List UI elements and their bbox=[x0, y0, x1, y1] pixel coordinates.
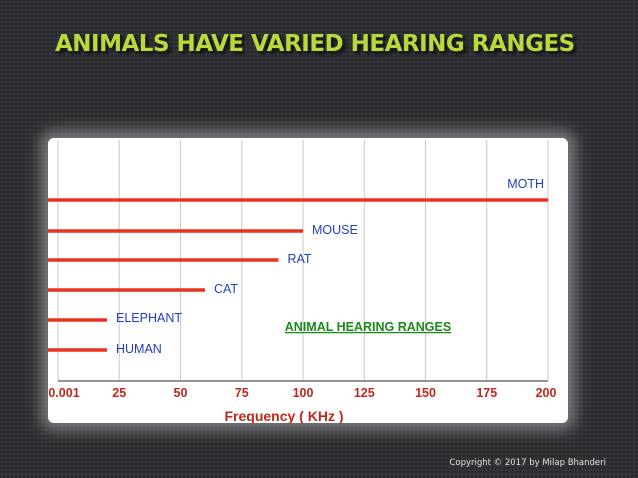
slide-title: ANIMALS HAVE VARIED HEARING RANGES bbox=[55, 31, 575, 57]
bar-label-elephant: ELEPHANT bbox=[116, 311, 182, 325]
x-tick-label: 75 bbox=[235, 386, 249, 400]
x-tick-label: 50 bbox=[174, 386, 188, 400]
x-tick-label: 175 bbox=[476, 386, 497, 400]
bar-label-moth: MOTH bbox=[507, 177, 544, 191]
chart-card: MOTH MOUSE RAT CAT ELEPHANT HUMAN 0.001 25 50 75… bbox=[48, 138, 568, 423]
chart-annotation: ANIMAL HEARING RANGES bbox=[285, 320, 451, 334]
x-tick-label: 200 bbox=[536, 386, 557, 400]
bar-label-mouse: MOUSE bbox=[312, 223, 358, 237]
x-tick-label: 0.001 bbox=[48, 386, 79, 400]
x-tick-label: 25 bbox=[112, 386, 126, 400]
hearing-range-chart: MOTH MOUSE RAT CAT ELEPHANT HUMAN 0.001 25 50 75… bbox=[48, 140, 557, 423]
x-axis-label: Frequency ( KHz ) bbox=[224, 408, 343, 423]
copyright-notice: Copyright © 2017 by Milap Bhanderi bbox=[449, 458, 606, 468]
x-tick-label: 150 bbox=[415, 386, 436, 400]
x-tick-label: 100 bbox=[293, 386, 314, 400]
bar-label-human: HUMAN bbox=[116, 342, 162, 356]
bar-label-cat: CAT bbox=[214, 282, 238, 296]
x-tick-label: 125 bbox=[354, 386, 375, 400]
bar-label-rat: RAT bbox=[288, 252, 312, 266]
